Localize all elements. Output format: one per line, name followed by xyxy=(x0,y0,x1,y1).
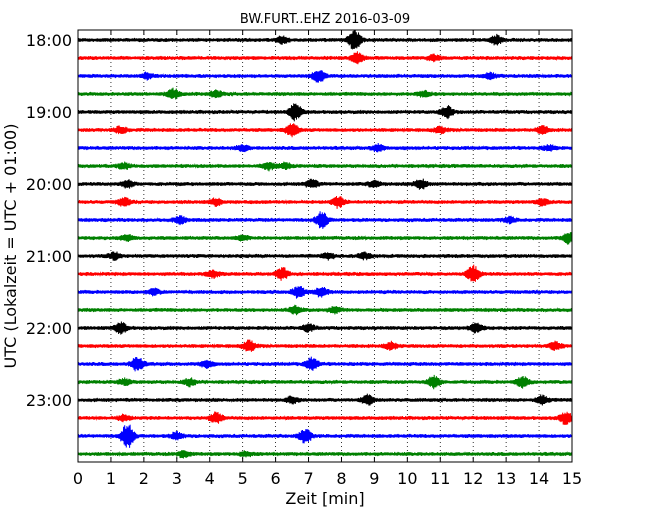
seismic-trace xyxy=(77,264,573,282)
chart-title: BW.FURT..EHZ 2016-03-09 xyxy=(240,12,410,27)
x-axis-ticks: 0 1 2 3 4 5 6 7 8 9 10 11 12 13 14 15 xyxy=(73,30,582,488)
seismic-trace xyxy=(77,232,573,245)
y-tick-label: 23:00 xyxy=(26,391,72,410)
x-axis-label: Zeit [min] xyxy=(285,489,364,508)
x-tick-label: 3 xyxy=(172,469,182,488)
seismic-trace xyxy=(77,339,573,352)
y-tick-label: 20:00 xyxy=(26,175,72,194)
y-tick-label: 18:00 xyxy=(26,31,72,50)
seismic-trace xyxy=(77,424,573,448)
x-tick-label: 8 xyxy=(336,469,346,488)
seismic-trace xyxy=(77,103,573,122)
x-tick-label: 2 xyxy=(139,469,149,488)
seismic-trace xyxy=(77,304,573,316)
seismic-trace xyxy=(77,393,573,406)
seismic-trace xyxy=(77,123,573,138)
seismic-trace xyxy=(77,251,573,261)
y-tick-label: 21:00 xyxy=(26,247,72,266)
seismic-trace xyxy=(77,411,573,425)
x-tick-label: 10 xyxy=(397,469,417,488)
seismic-trace xyxy=(77,161,573,172)
plot-frame xyxy=(77,29,573,463)
x-tick-label: 5 xyxy=(238,469,248,488)
x-tick-label: 4 xyxy=(205,469,215,488)
seismic-trace xyxy=(77,356,573,372)
x-tick-label: 15 xyxy=(562,469,582,488)
x-tick-label: 0 xyxy=(73,469,83,488)
seismic-trace xyxy=(77,142,573,153)
seismic-trace xyxy=(77,286,573,299)
x-tick-label: 11 xyxy=(430,469,450,488)
seismic-trace xyxy=(77,195,573,209)
x-tick-label: 1 xyxy=(106,469,116,488)
seismic-trace xyxy=(77,374,573,390)
x-tick-label: 14 xyxy=(529,469,549,488)
seismic-trace xyxy=(77,51,573,65)
seismic-trace xyxy=(77,70,573,83)
x-tick-label: 7 xyxy=(303,469,313,488)
x-tick-label: 9 xyxy=(369,469,379,488)
seismic-trace xyxy=(77,211,573,229)
seismic-trace xyxy=(77,87,573,100)
seismic-traces xyxy=(77,29,573,459)
x-tick-label: 13 xyxy=(496,469,516,488)
x-tick-label: 12 xyxy=(463,469,483,488)
seismic-trace xyxy=(77,450,573,459)
y-tick-label: 19:00 xyxy=(26,103,72,122)
seismic-trace xyxy=(77,29,573,50)
x-tick-label: 6 xyxy=(271,469,281,488)
seismic-trace xyxy=(77,178,573,190)
grid-lines xyxy=(110,30,540,462)
y-axis-label: UTC (Lokalzeit = UTC + 01:00) xyxy=(1,124,20,369)
y-tick-label: 22:00 xyxy=(26,319,72,338)
seismic-trace xyxy=(77,321,573,335)
y-axis-ticks: 18:00 19:00 20:00 21:00 22:00 23:00 xyxy=(26,31,572,410)
